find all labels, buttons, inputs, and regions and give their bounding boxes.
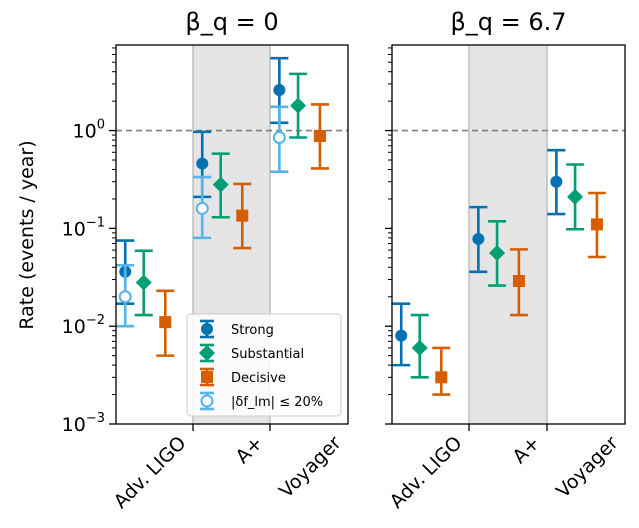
data-point (550, 175, 563, 188)
legend-entry: Strong (200, 319, 274, 339)
series-circle (392, 148, 566, 367)
data-point (472, 232, 485, 245)
x-tick-label: A+ (509, 432, 545, 468)
data-point (272, 130, 286, 144)
axes-frame (115, 44, 349, 425)
series-square (432, 191, 606, 396)
y-tick-label: 10−3 (62, 411, 105, 436)
data-point (201, 371, 213, 383)
legend-label: |δf_lm| ≤ 20% (231, 395, 323, 410)
y-tick-base: 10 (62, 218, 86, 240)
panel-2: Adv. LIGO A+ Voyager (385, 44, 626, 513)
legend-entry: Substantial (199, 343, 304, 363)
y-tick-label: 10−2 (62, 313, 105, 338)
series-diamond (410, 163, 585, 379)
y-tick-exponent: 0 (97, 118, 105, 133)
y-axis-label: Rate (events / year) (16, 140, 38, 329)
data-point (135, 274, 152, 291)
data-point (212, 176, 229, 193)
x-tick-label: Adv. LIGO (386, 432, 467, 513)
y-tick-exponent: −1 (86, 215, 105, 230)
y-tick-exponent: −2 (86, 313, 105, 328)
legend-entry: |δf_lm| ≤ 20% (200, 391, 323, 411)
y-tick-label: 10−1 (62, 215, 105, 240)
data-point (199, 345, 215, 361)
legend-label: Decisive (231, 371, 286, 386)
data-point (200, 394, 214, 408)
y-tick-base: 10 (62, 316, 86, 338)
legend-label: Strong (231, 323, 274, 338)
data-point (313, 130, 326, 143)
chart-title: β_q = 6.7 (450, 8, 566, 36)
chart-title: β_q = 0 (185, 8, 278, 36)
axes-frame (391, 44, 626, 425)
x-tick-label: Voyager (275, 432, 346, 503)
data-point (201, 323, 213, 335)
y-tick-base: 10 (62, 414, 86, 436)
data-point (273, 83, 286, 96)
data-point (567, 188, 584, 205)
data-point (236, 209, 249, 222)
y-tick-label: 100 (73, 118, 105, 143)
series-open-circle (116, 105, 289, 328)
x-tick-label: Adv. LIGO (110, 432, 191, 513)
x-tick-label: Voyager (552, 432, 623, 503)
series-diamond (134, 72, 308, 317)
y-tick-exponent: −3 (86, 411, 105, 426)
data-point (512, 274, 525, 287)
data-point (489, 245, 506, 262)
data-point (290, 97, 307, 114)
legend-box (186, 313, 342, 417)
data-point (435, 371, 448, 384)
legend-entry: Decisive (200, 367, 286, 387)
legend: Strong Substantial Decisive |δf_lm| ≤ 20% (186, 313, 342, 417)
data-point (195, 201, 209, 215)
data-point (590, 218, 603, 231)
series-square (156, 103, 329, 357)
data-point (411, 339, 428, 356)
data-point (118, 290, 132, 304)
y-tick-base: 10 (73, 121, 97, 143)
data-point (159, 316, 172, 329)
x-tick-label: A+ (232, 432, 268, 468)
data-point (395, 329, 408, 342)
legend-label: Substantial (231, 347, 304, 362)
data-point (196, 157, 209, 170)
